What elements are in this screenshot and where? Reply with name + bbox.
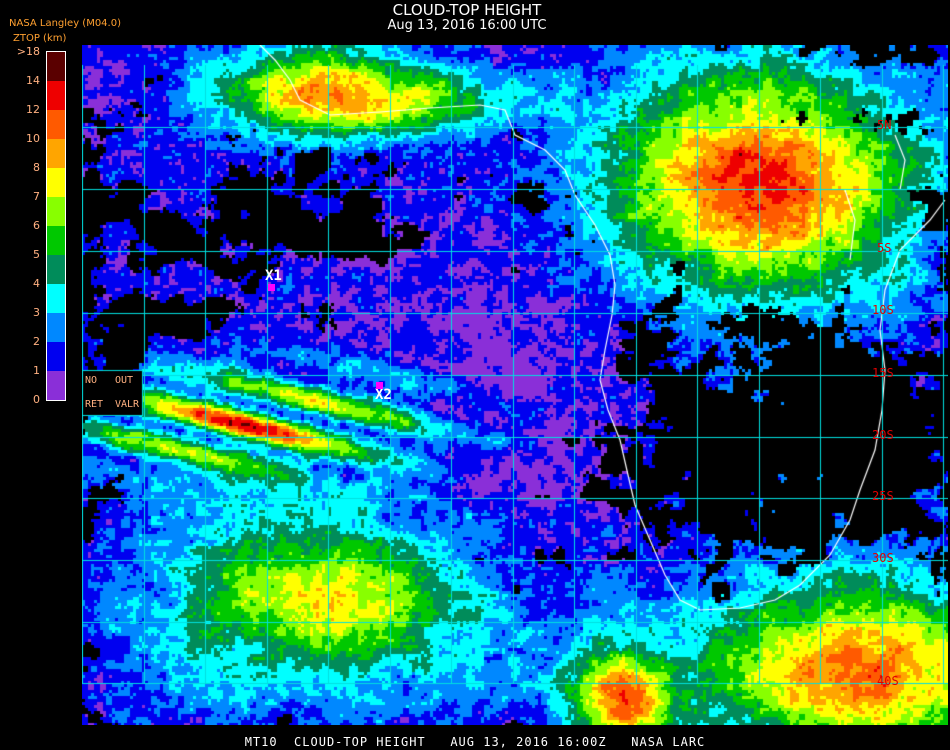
legend-tick-label: 8 bbox=[33, 161, 40, 174]
no-ret-label-1: NO bbox=[85, 375, 98, 386]
legend-tick-label: 2 bbox=[33, 335, 40, 348]
lat-label-20s: 20S bbox=[872, 428, 894, 442]
legend-tick-label: 0 bbox=[33, 393, 40, 406]
lat-label-5s: 5S bbox=[877, 241, 892, 255]
lat-label-40s: 40S bbox=[877, 674, 899, 688]
out-valr-label-2: VALR bbox=[115, 399, 140, 410]
legend-swatch bbox=[47, 52, 65, 81]
legend-swatch bbox=[47, 110, 65, 139]
legend-swatch bbox=[47, 168, 65, 197]
lat-label-25s: 25S bbox=[872, 489, 894, 503]
legend-swatch bbox=[47, 139, 65, 168]
lat-label-15s: 15S bbox=[872, 366, 894, 380]
lat-label-30s: 30S bbox=[872, 551, 894, 565]
legend-swatch bbox=[47, 255, 65, 284]
legend-tick-label: 14 bbox=[26, 74, 40, 87]
map-title: CLOUD-TOP HEIGHT bbox=[392, 1, 542, 19]
map-timestamp: Aug 13, 2016 16:00 UTC bbox=[387, 18, 547, 33]
cloud-top-height-map bbox=[82, 45, 948, 725]
color-legend-bar bbox=[46, 51, 66, 401]
legend-tick-label: 4 bbox=[33, 277, 40, 290]
legend-tick-label: 10 bbox=[26, 132, 40, 145]
legend-unit: ZTOP (km) bbox=[13, 33, 67, 44]
legend-tick-label: 5 bbox=[33, 248, 40, 261]
footer-caption: MT10 CLOUD-TOP HEIGHT AUG 13, 2016 16:00… bbox=[244, 735, 706, 749]
marker-x1-point bbox=[268, 284, 275, 291]
legend-swatch bbox=[47, 371, 65, 400]
marker-x2-label: X2 bbox=[375, 387, 392, 403]
legend-swatch bbox=[47, 81, 65, 110]
legend-tick-label: >18 bbox=[16, 45, 40, 58]
legend-tick-label: 12 bbox=[26, 103, 40, 116]
marker-x1-label: X1 bbox=[265, 268, 282, 284]
legend-tick-label: 1 bbox=[33, 364, 40, 377]
legend-swatch bbox=[47, 313, 65, 342]
source-label: NASA Langley (M04.0) bbox=[9, 18, 121, 29]
legend-tick-label: 6 bbox=[33, 219, 40, 232]
marker-x2-point bbox=[376, 382, 383, 389]
legend-swatch bbox=[47, 342, 65, 371]
out-valr-label-1: OUT bbox=[115, 375, 134, 386]
legend-swatch bbox=[47, 197, 65, 226]
legend-tick-label: 7 bbox=[33, 190, 40, 203]
legend-swatch bbox=[47, 226, 65, 255]
legend-tick-label: 3 bbox=[33, 306, 40, 319]
legend-swatch bbox=[47, 284, 65, 313]
no-ret-label-2: RET bbox=[85, 399, 104, 410]
lat-label-5n: 5N bbox=[877, 118, 892, 132]
lat-label-10s: 10S bbox=[872, 303, 894, 317]
